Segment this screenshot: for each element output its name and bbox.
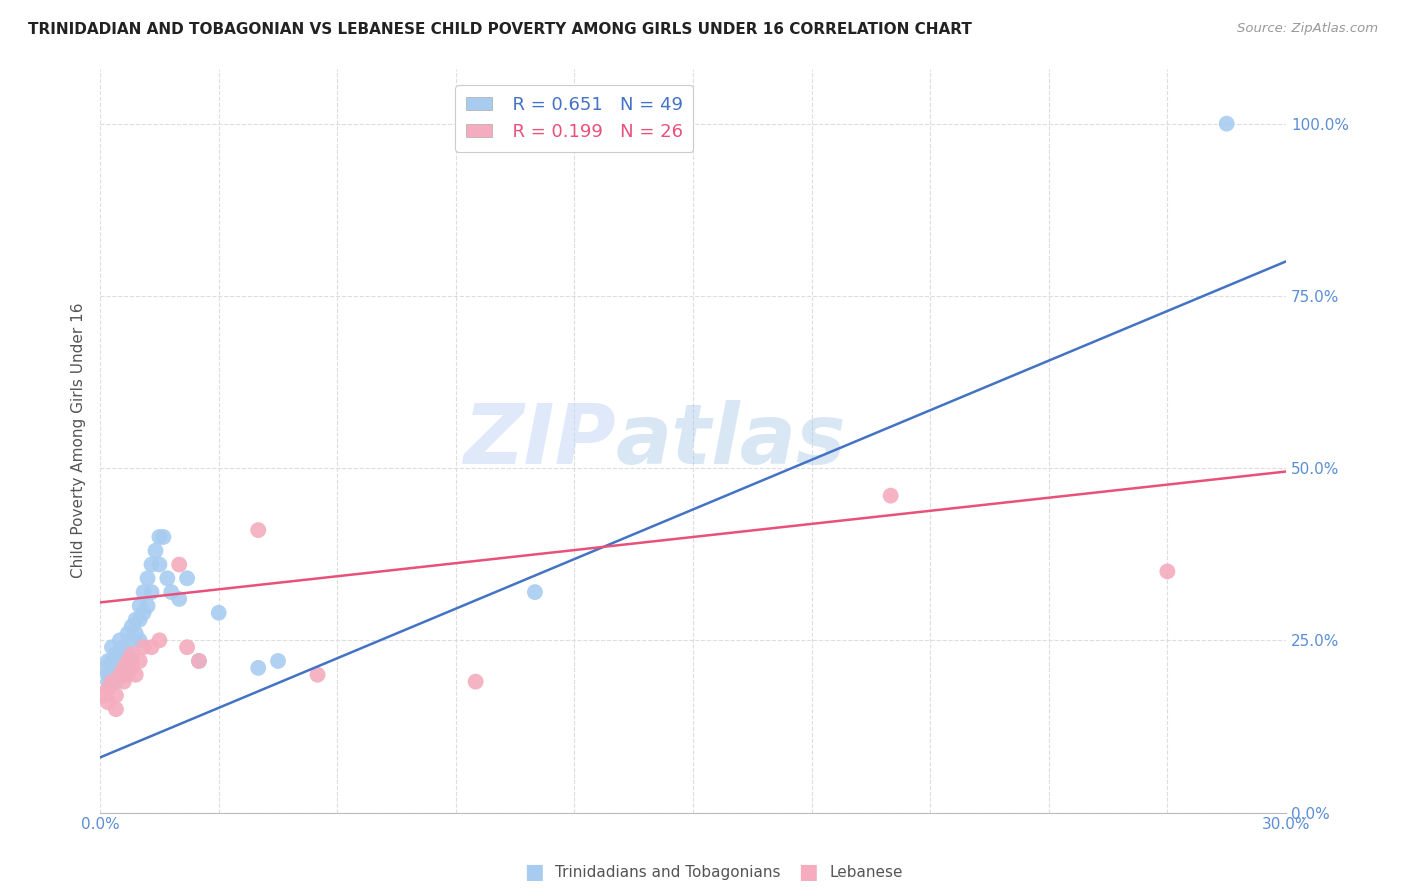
Point bbox=[128, 613, 150, 627]
Point bbox=[104, 702, 127, 716]
Point bbox=[1215, 117, 1237, 131]
Point bbox=[97, 654, 120, 668]
Point bbox=[148, 633, 170, 648]
Point bbox=[93, 689, 115, 703]
Point bbox=[208, 606, 231, 620]
Point bbox=[112, 667, 135, 681]
Point bbox=[148, 530, 170, 544]
Point bbox=[112, 674, 135, 689]
Point bbox=[132, 640, 155, 655]
Text: Trinidadians and Tobagonians: Trinidadians and Tobagonians bbox=[555, 865, 780, 880]
Point bbox=[108, 667, 131, 681]
Point bbox=[108, 661, 131, 675]
Point bbox=[145, 543, 167, 558]
Y-axis label: Child Poverty Among Girls Under 16: Child Poverty Among Girls Under 16 bbox=[72, 302, 86, 578]
Point bbox=[141, 640, 163, 655]
Point bbox=[148, 558, 170, 572]
Point bbox=[176, 571, 198, 585]
Point bbox=[112, 640, 135, 655]
Point bbox=[104, 654, 127, 668]
Point bbox=[128, 654, 150, 668]
Point bbox=[101, 667, 124, 681]
Point bbox=[101, 674, 124, 689]
Point bbox=[104, 689, 127, 703]
Point bbox=[125, 613, 148, 627]
Point bbox=[136, 571, 159, 585]
Text: Lebanese: Lebanese bbox=[830, 865, 903, 880]
Point bbox=[97, 667, 120, 681]
Point bbox=[128, 633, 150, 648]
Point bbox=[879, 489, 901, 503]
Point bbox=[121, 619, 143, 633]
Point bbox=[117, 626, 139, 640]
Point bbox=[97, 695, 120, 709]
Point bbox=[523, 585, 546, 599]
Point bbox=[1156, 565, 1178, 579]
Text: ZIP: ZIP bbox=[464, 400, 616, 481]
Point bbox=[152, 530, 174, 544]
Point bbox=[464, 674, 486, 689]
Point bbox=[117, 661, 139, 675]
Point bbox=[132, 606, 155, 620]
Point bbox=[141, 585, 163, 599]
Point bbox=[104, 661, 127, 675]
Point bbox=[108, 633, 131, 648]
Point bbox=[112, 661, 135, 675]
Point bbox=[117, 647, 139, 661]
Point bbox=[104, 674, 127, 689]
Text: TRINIDADIAN AND TOBAGONIAN VS LEBANESE CHILD POVERTY AMONG GIRLS UNDER 16 CORREL: TRINIDADIAN AND TOBAGONIAN VS LEBANESE C… bbox=[28, 22, 972, 37]
Text: ■: ■ bbox=[524, 863, 544, 882]
Point bbox=[101, 654, 124, 668]
Text: atlas: atlas bbox=[616, 400, 846, 481]
Point bbox=[187, 654, 209, 668]
Point bbox=[187, 654, 209, 668]
Text: ■: ■ bbox=[799, 863, 818, 882]
Point bbox=[101, 640, 124, 655]
Point bbox=[156, 571, 179, 585]
Point bbox=[93, 661, 115, 675]
Point bbox=[247, 523, 270, 537]
Point bbox=[97, 674, 120, 689]
Point bbox=[104, 647, 127, 661]
Point bbox=[117, 667, 139, 681]
Point bbox=[167, 558, 190, 572]
Point bbox=[121, 661, 143, 675]
Point bbox=[112, 654, 135, 668]
Legend:   R = 0.651   N = 49,   R = 0.199   N = 26: R = 0.651 N = 49, R = 0.199 N = 26 bbox=[456, 85, 693, 152]
Point bbox=[125, 667, 148, 681]
Point bbox=[121, 654, 143, 668]
Point bbox=[117, 654, 139, 668]
Point bbox=[128, 599, 150, 613]
Point bbox=[121, 647, 143, 661]
Point bbox=[108, 667, 131, 681]
Point bbox=[267, 654, 290, 668]
Point bbox=[108, 647, 131, 661]
Point bbox=[132, 585, 155, 599]
Point bbox=[307, 667, 329, 681]
Text: Source: ZipAtlas.com: Source: ZipAtlas.com bbox=[1237, 22, 1378, 36]
Point bbox=[167, 591, 190, 606]
Point bbox=[97, 681, 120, 696]
Point bbox=[247, 661, 270, 675]
Point bbox=[141, 558, 163, 572]
Point bbox=[121, 633, 143, 648]
Point bbox=[136, 599, 159, 613]
Point bbox=[125, 626, 148, 640]
Point bbox=[160, 585, 183, 599]
Point bbox=[176, 640, 198, 655]
